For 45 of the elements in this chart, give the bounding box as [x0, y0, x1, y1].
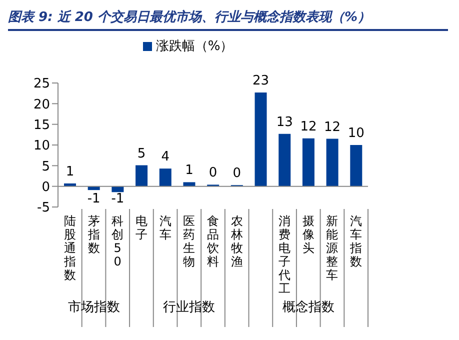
y-tick-label: -5: [37, 200, 50, 216]
x-tick-label: 医药生物: [183, 214, 196, 268]
data-label: 1: [66, 164, 74, 180]
bar: [183, 182, 196, 186]
data-label: -1: [87, 191, 100, 206]
y-tick-label: 25: [33, 76, 50, 92]
x-tick-label: 消费电子代工: [278, 214, 291, 296]
text: 行业指数: [162, 299, 216, 316]
y-tick-label: 0: [42, 180, 50, 195]
x-tick-label: 汽车指数: [349, 214, 362, 268]
x-tick-label: 茅指数: [86, 214, 100, 255]
data-label: 13: [276, 114, 293, 130]
bar: [136, 165, 148, 186]
data-label: 12: [300, 119, 317, 134]
data-label: 0: [208, 166, 218, 181]
bar: [254, 92, 267, 186]
x-tick-label: 农林牧渔: [230, 214, 243, 268]
bar: [159, 168, 172, 186]
data-label: 5: [137, 146, 146, 162]
legend-label: 涨跌幅（%）: [156, 39, 234, 54]
text: 概念指数: [281, 299, 336, 316]
chart-title: 图表 9: 近 20 个交易日最优市场、行业与概念指数表现（%）: [8, 8, 448, 31]
bar: [350, 145, 362, 186]
bar: [326, 138, 338, 186]
bar: [278, 134, 291, 186]
x-tick-label: 摄像头: [302, 214, 314, 255]
x-tick-label: 食品饮料: [206, 214, 219, 268]
y-tick-label: 20: [33, 97, 50, 112]
data-label: 1: [185, 163, 194, 178]
text: 市场指数: [66, 299, 121, 316]
data-label: 0: [232, 166, 242, 182]
x-tick-label: 汽车: [159, 214, 172, 242]
bar: [302, 138, 314, 186]
data-label: -1: [111, 191, 124, 206]
y-tick-label: 15: [33, 118, 50, 133]
y-tick-label: 10: [33, 138, 50, 154]
data-label: 12: [324, 120, 341, 135]
data-label: 10: [348, 126, 364, 141]
x-tick-label: 科创50: [112, 214, 124, 268]
data-label: 23: [252, 74, 270, 89]
x-tick-label: 陆股通指数: [62, 214, 76, 282]
x-tick-label: 新能源整车: [326, 214, 338, 282]
y-tick-label: 5: [42, 159, 50, 174]
x-tick-label: 电子: [135, 214, 148, 242]
data-label: 4: [161, 150, 170, 165]
